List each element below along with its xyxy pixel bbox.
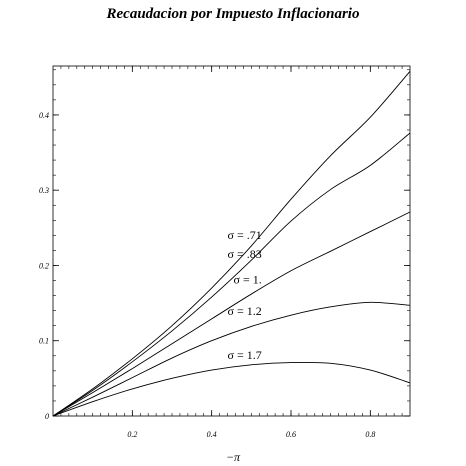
x-axis-ticks: 0.2 0.4 0.6 0.8	[127, 66, 375, 439]
sigma-annotation: σ = 1.	[233, 273, 261, 287]
y-axis-ticks: 0 0.1 0.2 0.3 0.4	[39, 111, 410, 421]
x-tick-label: 0.6	[286, 430, 296, 439]
series-line-5	[52, 361, 411, 417]
y-tick-label: 0.2	[39, 261, 49, 270]
sigma-annotation: σ = 1.7	[228, 348, 262, 362]
sigma-annotation: σ = 1.2	[228, 304, 262, 318]
y-tick-label: 0.4	[39, 111, 49, 120]
plot-frame	[52, 65, 411, 417]
x-tick-label: 0.2	[127, 430, 137, 439]
series-line-4	[52, 301, 411, 417]
series-line-3	[52, 211, 411, 417]
annotations: σ = .71 σ = .83 σ = 1. σ = 1.2 σ = 1.7	[228, 228, 262, 362]
series-lines	[52, 70, 411, 417]
chart-title: Recaudacion por Impuesto Inflacionario	[106, 6, 360, 22]
y-tick-label: 0.3	[39, 186, 49, 195]
sigma-annotation: σ = .83	[228, 247, 262, 261]
y-tick-label: 0	[45, 412, 49, 421]
y-tick-label: 0.1	[39, 337, 49, 346]
x-tick-label: 0.4	[207, 430, 217, 439]
sigma-annotation: σ = .71	[228, 228, 262, 242]
series-line-1	[52, 70, 411, 417]
series-line-2	[52, 132, 411, 417]
x-axis-label: −π	[226, 450, 241, 464]
x-tick-label: 0.8	[365, 430, 375, 439]
